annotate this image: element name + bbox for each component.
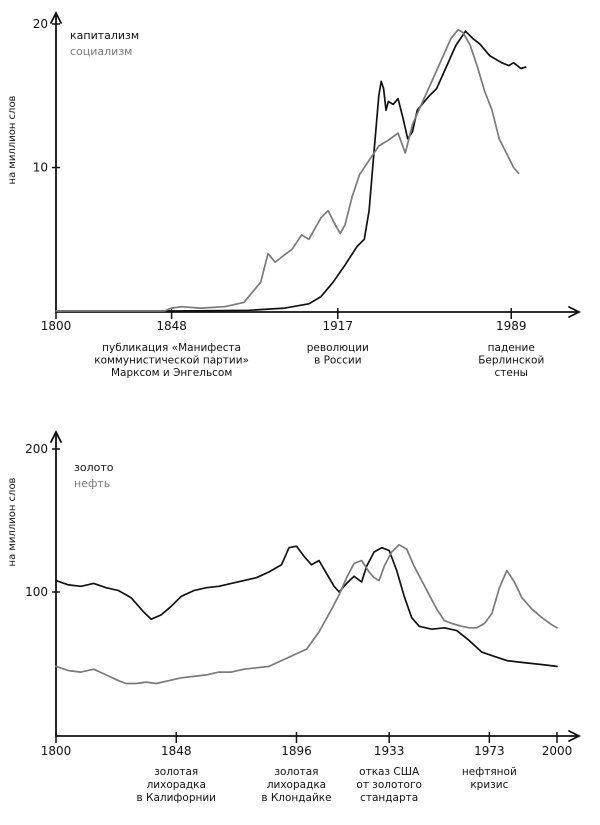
chart-1-legend-capitalism: капитализм — [70, 29, 139, 42]
chart-2-ytick-label: 200 — [25, 442, 48, 456]
chart-2-xtick-label: 1933 — [374, 744, 405, 758]
chart-2-legend-gold: золото — [74, 461, 114, 474]
chart-1-legend-socialism: социализм — [70, 45, 132, 58]
chart-2-xtick-label: 1973 — [474, 744, 505, 758]
chart-2-annotation: золотая лихорадка в Калифорнии — [136, 766, 216, 804]
chart-1-xtick-label: 1848 — [156, 319, 187, 333]
chart-1-y-axis — [50, 10, 62, 313]
chart-2-series-gray-line — [55, 543, 558, 685]
chart-2-xtick-label: 1800 — [41, 744, 72, 758]
chart-1-annotation: публикация «Манифеста коммунистической па… — [94, 342, 249, 379]
chart-2-legend-oil: нефть — [74, 477, 110, 490]
chart-1-x-axis — [55, 306, 582, 318]
chart-2-xtick-label: 1848 — [161, 744, 192, 758]
chart-2: на миллион слов 100 200 1800 1848 1896 1933 1… — [7, 429, 582, 804]
chart-1-series-black-line — [55, 30, 527, 312]
chart-2-annotation: нефтяной кризис — [462, 766, 517, 791]
chart-1: на миллион слов 10 20 1800 1848 1917 1989 ка… — [7, 10, 582, 379]
chart-2-y-axis — [50, 429, 62, 737]
chart-1-series-gray-line — [55, 28, 520, 312]
chart-2-xtick-label: 2000 — [542, 744, 573, 758]
chart-1-xtick-label: 1800 — [41, 319, 72, 333]
chart-1-y-label: на миллион слов — [7, 95, 18, 184]
chart-1-xtick-label: 1989 — [496, 319, 527, 333]
chart-2-x-axis — [55, 730, 582, 742]
chart-1-annotation: падение Берлинской стены — [478, 342, 544, 379]
chart-2-ytick-label: 100 — [25, 585, 48, 599]
chart-1-xtick-label: 1917 — [323, 319, 354, 333]
chart-1-annotation: революции в России — [307, 342, 369, 367]
chart-2-series-black-line — [55, 545, 558, 668]
chart-2-y-label: на миллион слов — [7, 477, 18, 566]
chart-1-ytick-label: 10 — [33, 161, 48, 175]
chart-2-annotation: отказ США от золотого стандарта — [356, 766, 422, 804]
chart-2-annotation: золотая лихорадка в Клондайке — [261, 766, 331, 804]
chart-2-xtick-label: 1896 — [281, 744, 312, 758]
chart-1-ytick-label: 20 — [33, 17, 48, 31]
